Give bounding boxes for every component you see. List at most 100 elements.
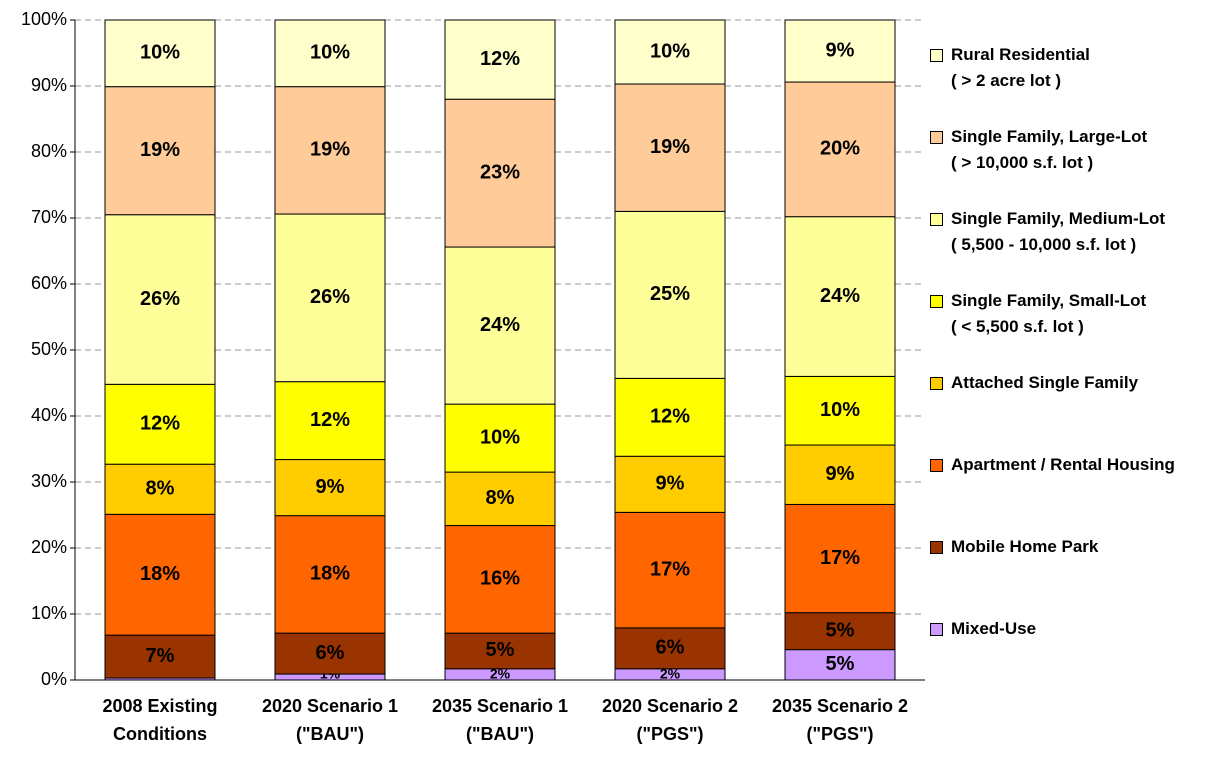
y-tick-label: 100% xyxy=(21,9,67,29)
legend-label: Single Family, Large-Lot ( > 10,000 s.f.… xyxy=(951,127,1148,172)
data-label: 18% xyxy=(310,563,350,585)
legend-swatch xyxy=(930,131,943,144)
x-tick-label: 2035 Scenario 1 ("BAU") xyxy=(431,696,569,744)
data-label: 7% xyxy=(146,645,175,667)
data-label: 10% xyxy=(820,399,860,421)
data-label: 9% xyxy=(826,463,855,485)
data-label: 12% xyxy=(140,413,180,435)
bar-segment xyxy=(784,503,896,614)
legend-swatch xyxy=(930,541,943,554)
bar-segment xyxy=(274,381,386,461)
bar-segment xyxy=(784,19,896,83)
data-label: 9% xyxy=(316,476,345,498)
bar-segment xyxy=(614,455,726,513)
data-label: 16% xyxy=(480,568,520,590)
data-label: 10% xyxy=(480,426,520,448)
data-label: 6% xyxy=(316,642,345,664)
legend-item: Rural Residential ( > 2 acre lot ) xyxy=(930,42,1090,94)
data-label: 2% xyxy=(660,666,681,682)
bar-segment xyxy=(444,403,556,473)
data-label: 9% xyxy=(826,39,855,61)
data-label: 19% xyxy=(650,136,690,158)
y-tick-label: 0% xyxy=(41,669,67,689)
legend-item: Single Family, Large-Lot ( > 10,000 s.f.… xyxy=(930,124,1147,176)
bar-segment xyxy=(104,513,216,636)
y-tick-label: 90% xyxy=(31,75,67,95)
bar-segment xyxy=(614,627,726,670)
legend-item: Single Family, Medium-Lot ( 5,500 - 10,0… xyxy=(930,206,1165,258)
bar-segment xyxy=(614,83,726,212)
data-label: 20% xyxy=(820,138,860,160)
bar-segment xyxy=(614,210,726,379)
legend-label: Mobile Home Park xyxy=(951,537,1099,556)
legend-label: Rural Residential ( > 2 acre lot ) xyxy=(951,45,1090,90)
data-label: 12% xyxy=(650,406,690,428)
data-label: 9% xyxy=(656,473,685,495)
bar-segment xyxy=(784,612,896,651)
data-label: 26% xyxy=(140,288,180,310)
bar-segment xyxy=(104,383,216,465)
data-label: 12% xyxy=(310,409,350,431)
bar-segment xyxy=(784,81,896,218)
data-label: 26% xyxy=(310,286,350,308)
bar-segment xyxy=(274,19,386,88)
y-tick-label: 10% xyxy=(31,603,67,623)
data-label: 8% xyxy=(146,478,175,500)
data-label: 10% xyxy=(140,42,180,64)
legend-item: Mixed-Use xyxy=(930,616,1036,642)
data-label: 24% xyxy=(820,285,860,307)
data-label: 25% xyxy=(650,283,690,305)
y-tick-label: 30% xyxy=(31,471,67,491)
legend-label: Single Family, Small-Lot ( < 5,500 s.f. … xyxy=(951,291,1147,336)
legend-item: Mobile Home Park xyxy=(930,534,1098,560)
legend-swatch xyxy=(930,49,943,62)
legend-swatch xyxy=(930,459,943,472)
x-tick-label: 2008 Existing Conditions xyxy=(102,696,218,744)
data-label: 5% xyxy=(826,653,855,675)
y-tick-label: 70% xyxy=(31,207,67,227)
bar-segment xyxy=(444,19,556,100)
legend-item: Attached Single Family xyxy=(930,370,1138,396)
bar-segment xyxy=(444,471,556,527)
y-tick-label: 60% xyxy=(31,273,67,293)
data-label: 2% xyxy=(490,666,511,682)
bar-segment xyxy=(274,632,386,675)
bar-segment xyxy=(274,213,386,383)
legend-swatch xyxy=(930,213,943,226)
x-tick-label: 2020 Scenario 1 ("BAU") xyxy=(261,696,399,744)
data-label: 19% xyxy=(310,139,350,161)
bar-segment xyxy=(104,214,216,385)
bar-segment xyxy=(444,98,556,248)
y-tick-label: 80% xyxy=(31,141,67,161)
bar-segment xyxy=(274,515,386,634)
bar-segment xyxy=(104,86,216,216)
data-label: 12% xyxy=(480,48,520,70)
data-label: 10% xyxy=(310,42,350,64)
y-tick-label: 50% xyxy=(31,339,67,359)
data-label: 10% xyxy=(650,40,690,62)
legend-swatch xyxy=(930,377,943,390)
data-label: 24% xyxy=(480,314,520,336)
legend-swatch xyxy=(930,623,943,636)
data-label: 6% xyxy=(656,637,685,659)
legend-item: Apartment / Rental Housing xyxy=(930,452,1175,478)
bar-segment xyxy=(104,634,216,679)
bar-segment xyxy=(444,525,556,634)
bar-segment xyxy=(784,444,896,505)
x-tick-label: 2035 Scenario 2 ("PGS") xyxy=(771,696,909,744)
bar-segment xyxy=(274,459,386,517)
legend-item: Single Family, Small-Lot ( < 5,500 s.f. … xyxy=(930,288,1146,340)
bar-segment xyxy=(614,19,726,85)
legend-label: Apartment / Rental Housing xyxy=(951,455,1175,474)
legend-swatch xyxy=(930,295,943,308)
data-label: 17% xyxy=(650,558,690,580)
legend-label: Attached Single Family xyxy=(951,373,1139,392)
bar-segment xyxy=(784,216,896,377)
bar-segment xyxy=(444,632,556,670)
y-tick-label: 20% xyxy=(31,537,67,557)
bar-segment xyxy=(784,649,896,681)
bar-segment xyxy=(104,463,216,515)
data-label: 19% xyxy=(140,139,180,161)
